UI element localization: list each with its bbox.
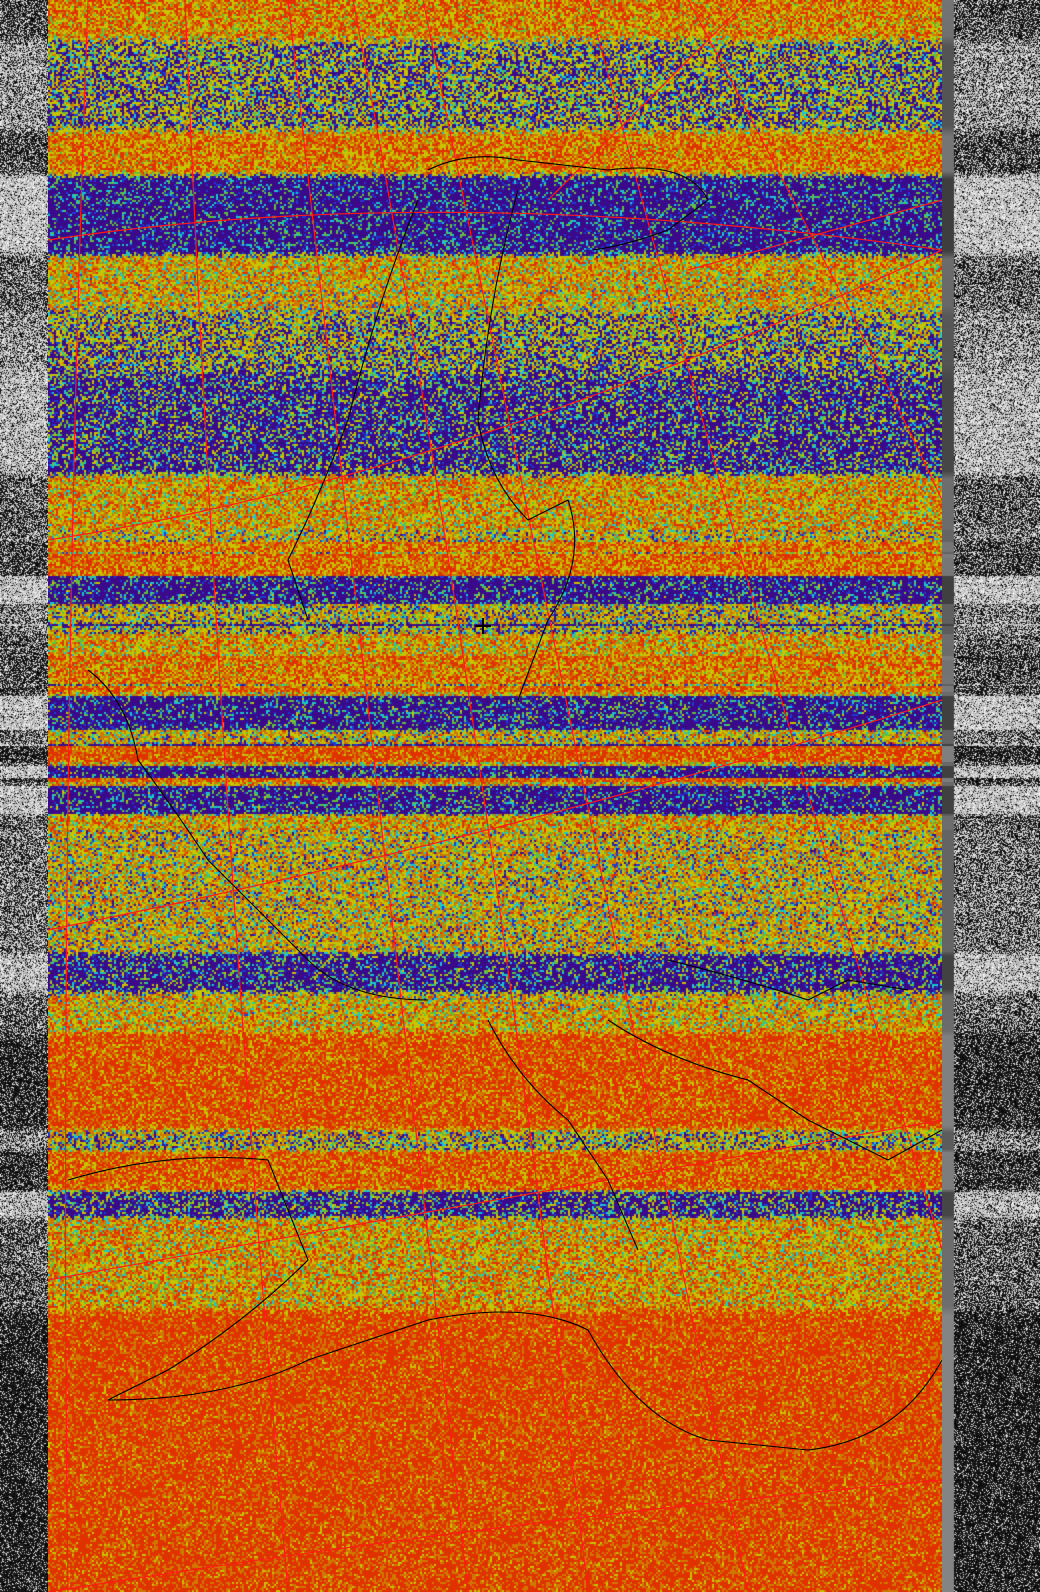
graticule-lines (48, 0, 942, 1592)
right-telemetry-strip (942, 0, 1040, 1592)
coastline (287, 199, 419, 621)
map-overlay (48, 0, 942, 1592)
graticule-line (422, 0, 749, 1592)
graticule-line (547, 0, 749, 201)
graticule-line (184, 0, 289, 1592)
graticule-line (687, 199, 942, 271)
graticule-line (287, 0, 469, 1592)
coastline (67, 1156, 309, 1401)
coastline (607, 1019, 942, 1161)
graticule-line (687, 0, 942, 501)
coastline (107, 1311, 942, 1451)
graticule-line (587, 0, 942, 1251)
left-telemetry-strip (0, 0, 48, 1592)
graticule-line (352, 0, 589, 1592)
graticule-line (64, 0, 89, 1592)
graticule-line (48, 1119, 942, 1281)
coastline (477, 189, 576, 701)
coastlines (67, 156, 942, 1451)
graticule-line (48, 249, 942, 541)
center-marker-icon (475, 618, 491, 634)
coastline (487, 1019, 639, 1251)
graticule-line (48, 1479, 942, 1592)
graticule-line (48, 211, 942, 251)
coastline (427, 156, 709, 251)
graticule-line (48, 699, 942, 931)
coastline (87, 669, 429, 1001)
coastline (667, 959, 909, 1001)
